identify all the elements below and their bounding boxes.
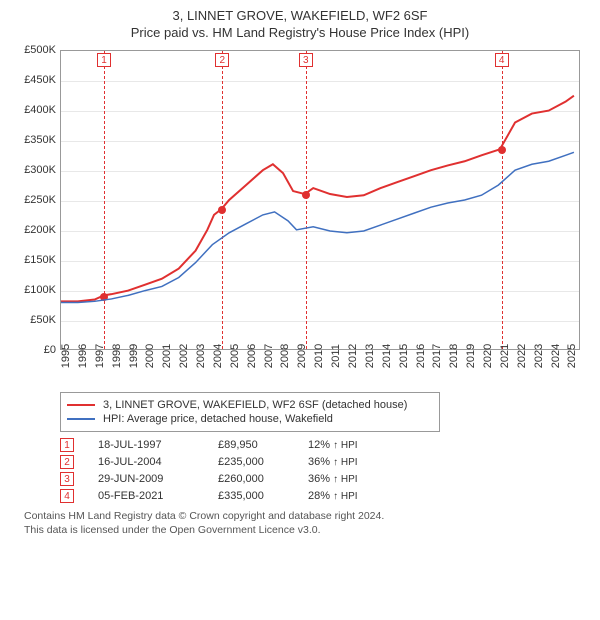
sale-price: £89,950 <box>218 439 308 451</box>
sale-pct: 36% ↑ HPI <box>308 456 398 468</box>
xtick-label: 2020 <box>482 344 494 368</box>
xtick-label: 2007 <box>263 344 275 368</box>
xtick-label: 1995 <box>60 344 72 368</box>
sale-date: 16-JUL-2004 <box>98 456 218 468</box>
xtick-label: 2004 <box>212 344 224 368</box>
sale-number: 4 <box>60 489 74 503</box>
xtick-label: 2012 <box>347 344 359 368</box>
sales-table: 1 18-JUL-1997£89,95012% ↑ HPI 2 16-JUL-2004… <box>60 438 588 503</box>
sale-price: £260,000 <box>218 473 308 485</box>
ytick-label: £350K <box>12 134 56 146</box>
sale-pct: 36% ↑ HPI <box>308 473 398 485</box>
xtick-label: 2025 <box>566 344 578 368</box>
xtick-label: 2011 <box>330 344 342 368</box>
xtick-label: 2024 <box>550 344 562 368</box>
chart-container: 3, LINNET GROVE, WAKEFIELD, WF2 6SF Pric… <box>0 0 600 541</box>
ytick-label: £50K <box>12 314 56 326</box>
sale-pct: 28% ↑ HPI <box>308 490 398 502</box>
legend-item: 3, LINNET GROVE, WAKEFIELD, WF2 6SF (det… <box>67 399 433 411</box>
sale-number: 2 <box>60 455 74 469</box>
sale-date: 18-JUL-1997 <box>98 439 218 451</box>
legend-label: 3, LINNET GROVE, WAKEFIELD, WF2 6SF (det… <box>103 399 407 411</box>
xtick-label: 2019 <box>465 344 477 368</box>
xtick-label: 2015 <box>398 344 410 368</box>
ytick-label: £0 <box>12 344 56 356</box>
xtick-label: 2005 <box>229 344 241 368</box>
series-property <box>61 96 574 302</box>
plot-area: 1234 <box>60 50 580 350</box>
ytick-label: £250K <box>12 194 56 206</box>
xtick-label: 2013 <box>364 344 376 368</box>
xtick-label: 2001 <box>161 344 173 368</box>
legend: 3, LINNET GROVE, WAKEFIELD, WF2 6SF (det… <box>60 392 440 432</box>
ytick-label: £300K <box>12 164 56 176</box>
footer: Contains HM Land Registry data © Crown c… <box>24 509 588 537</box>
ytick-label: £100K <box>12 284 56 296</box>
sale-row: 4 05-FEB-2021£335,00028% ↑ HPI <box>60 489 588 503</box>
legend-swatch <box>67 404 95 406</box>
xtick-label: 2022 <box>516 344 528 368</box>
titles: 3, LINNET GROVE, WAKEFIELD, WF2 6SF Pric… <box>12 8 588 40</box>
up-arrow-icon: ↑ HPI <box>333 440 357 451</box>
xtick-label: 2014 <box>381 344 393 368</box>
xtick-label: 2003 <box>195 344 207 368</box>
sale-row: 1 18-JUL-1997£89,95012% ↑ HPI <box>60 438 588 452</box>
ytick-label: £450K <box>12 74 56 86</box>
ytick-label: £200K <box>12 224 56 236</box>
xtick-label: 2006 <box>246 344 258 368</box>
sale-date: 05-FEB-2021 <box>98 490 218 502</box>
up-arrow-icon: ↑ HPI <box>333 457 357 468</box>
sale-number: 3 <box>60 472 74 486</box>
title-subtitle: Price paid vs. HM Land Registry's House … <box>12 25 588 40</box>
series-lines <box>61 51 579 349</box>
sale-row: 2 16-JUL-2004£235,00036% ↑ HPI <box>60 455 588 469</box>
up-arrow-icon: ↑ HPI <box>333 491 357 502</box>
xtick-label: 2009 <box>296 344 308 368</box>
xtick-label: 2021 <box>499 344 511 368</box>
ytick-label: £400K <box>12 104 56 116</box>
xtick-label: 1999 <box>128 344 140 368</box>
legend-swatch <box>67 418 95 420</box>
series-hpi <box>61 152 574 302</box>
sale-price: £335,000 <box>218 490 308 502</box>
legend-label: HPI: Average price, detached house, Wake… <box>103 413 333 425</box>
xtick-label: 1998 <box>111 344 123 368</box>
title-address: 3, LINNET GROVE, WAKEFIELD, WF2 6SF <box>12 8 588 23</box>
xtick-label: 2000 <box>144 344 156 368</box>
xtick-label: 2017 <box>431 344 443 368</box>
sale-price: £235,000 <box>218 456 308 468</box>
up-arrow-icon: ↑ HPI <box>333 474 357 485</box>
xtick-label: 1996 <box>77 344 89 368</box>
sale-number: 1 <box>60 438 74 452</box>
ytick-label: £500K <box>12 44 56 56</box>
sale-row: 3 29-JUN-2009£260,00036% ↑ HPI <box>60 472 588 486</box>
footer-line1: Contains HM Land Registry data © Crown c… <box>24 509 588 523</box>
xtick-label: 2002 <box>178 344 190 368</box>
xtick-label: 2018 <box>448 344 460 368</box>
xtick-label: 1997 <box>94 344 106 368</box>
sale-pct: 12% ↑ HPI <box>308 439 398 451</box>
legend-item: HPI: Average price, detached house, Wake… <box>67 413 433 425</box>
ytick-label: £150K <box>12 254 56 266</box>
chart: 1234 £0 £50K £100K £150K £200K £250K £300K £350… <box>12 46 588 386</box>
sale-date: 29-JUN-2009 <box>98 473 218 485</box>
xtick-label: 2023 <box>533 344 545 368</box>
xtick-label: 2010 <box>313 344 325 368</box>
xtick-label: 2008 <box>279 344 291 368</box>
footer-line2: This data is licensed under the Open Gov… <box>24 523 588 537</box>
xtick-label: 2016 <box>415 344 427 368</box>
